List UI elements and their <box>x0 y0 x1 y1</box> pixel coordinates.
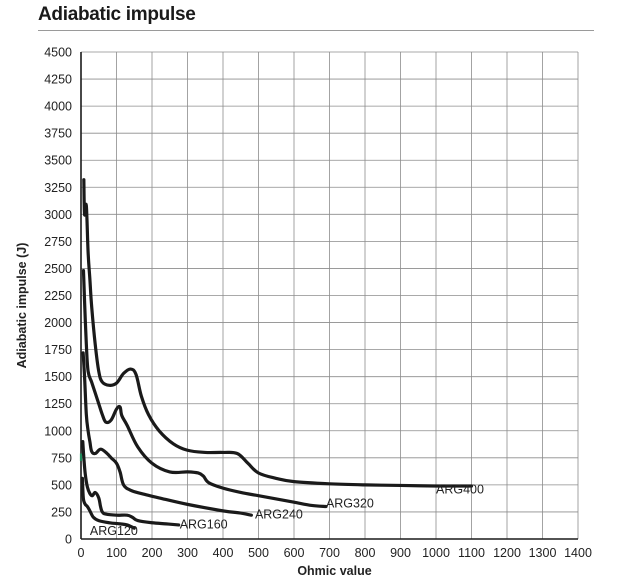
y-tick-label-1000: 1000 <box>44 424 72 438</box>
y-tick-label-500: 500 <box>51 478 72 492</box>
series-label-arg120: ARG120 <box>90 524 138 538</box>
y-tick-label-3750: 3750 <box>44 127 72 141</box>
y-tick-label-4250: 4250 <box>44 73 72 87</box>
x-tick-label-1200: 1200 <box>493 546 521 560</box>
x-tick-label-600: 600 <box>284 546 305 560</box>
series-label-arg400: ARG400 <box>436 483 484 497</box>
chart-title: Adiabatic impulse <box>38 4 196 25</box>
x-tick-label-800: 800 <box>355 546 376 560</box>
series-line-arg240 <box>81 351 253 517</box>
series-lines <box>80 178 474 530</box>
y-tick-label-4000: 4000 <box>44 100 72 114</box>
y-tick-label-2250: 2250 <box>44 289 72 303</box>
y-tick-label-1500: 1500 <box>44 370 72 384</box>
y-tick-label-0: 0 <box>65 533 72 547</box>
x-tick-label-700: 700 <box>319 546 340 560</box>
x-tick-label-1000: 1000 <box>422 546 450 560</box>
x-tick-label-200: 200 <box>142 546 163 560</box>
y-tick-label-250: 250 <box>51 505 72 519</box>
y-tick-label-750: 750 <box>51 451 72 465</box>
title-divider <box>38 30 594 31</box>
y-tick-label-1750: 1750 <box>44 343 72 357</box>
y-tick-label-4500: 4500 <box>44 46 72 60</box>
x-tick-label-0: 0 <box>78 546 85 560</box>
axes: 0 100 200 300 400 500 600 700 800 900 1000 1100 1200… <box>44 46 592 561</box>
x-tick-label-100: 100 <box>106 546 127 560</box>
y-tick-label-3000: 3000 <box>44 208 72 222</box>
y-tick-label-2750: 2750 <box>44 235 72 249</box>
series-label-arg320: ARG320 <box>326 497 374 511</box>
y-tick-label-3250: 3250 <box>44 181 72 195</box>
y-tick-label-1250: 1250 <box>44 397 72 411</box>
x-tick-label-1100: 1100 <box>458 546 485 560</box>
x-axis-label: Ohmic value <box>297 564 371 578</box>
x-tick-label-500: 500 <box>248 546 269 560</box>
series-label-arg160: ARG160 <box>180 518 228 532</box>
x-tick-label-900: 900 <box>390 546 411 560</box>
series-line-arg400 <box>82 178 474 488</box>
y-tick-label-2000: 2000 <box>44 316 72 330</box>
x-tick-label-1300: 1300 <box>529 546 557 560</box>
x-tick-label-1400: 1400 <box>564 546 592 560</box>
series-label-arg240: ARG240 <box>255 507 303 521</box>
y-tick-label-2500: 2500 <box>44 262 72 276</box>
series-line-arg320 <box>81 269 328 509</box>
y-axis-label: Adiabatic impulse (J) <box>15 243 29 369</box>
x-tick-label-400: 400 <box>213 546 234 560</box>
x-tick-label-300: 300 <box>177 546 198 560</box>
series-line-arg160 <box>81 440 181 527</box>
series-labels: ARG400 ARG320 ARG240 ARG160 ARG120 <box>90 483 484 539</box>
y-tick-label-3500: 3500 <box>44 154 72 168</box>
series-line-arg120 <box>80 476 136 530</box>
